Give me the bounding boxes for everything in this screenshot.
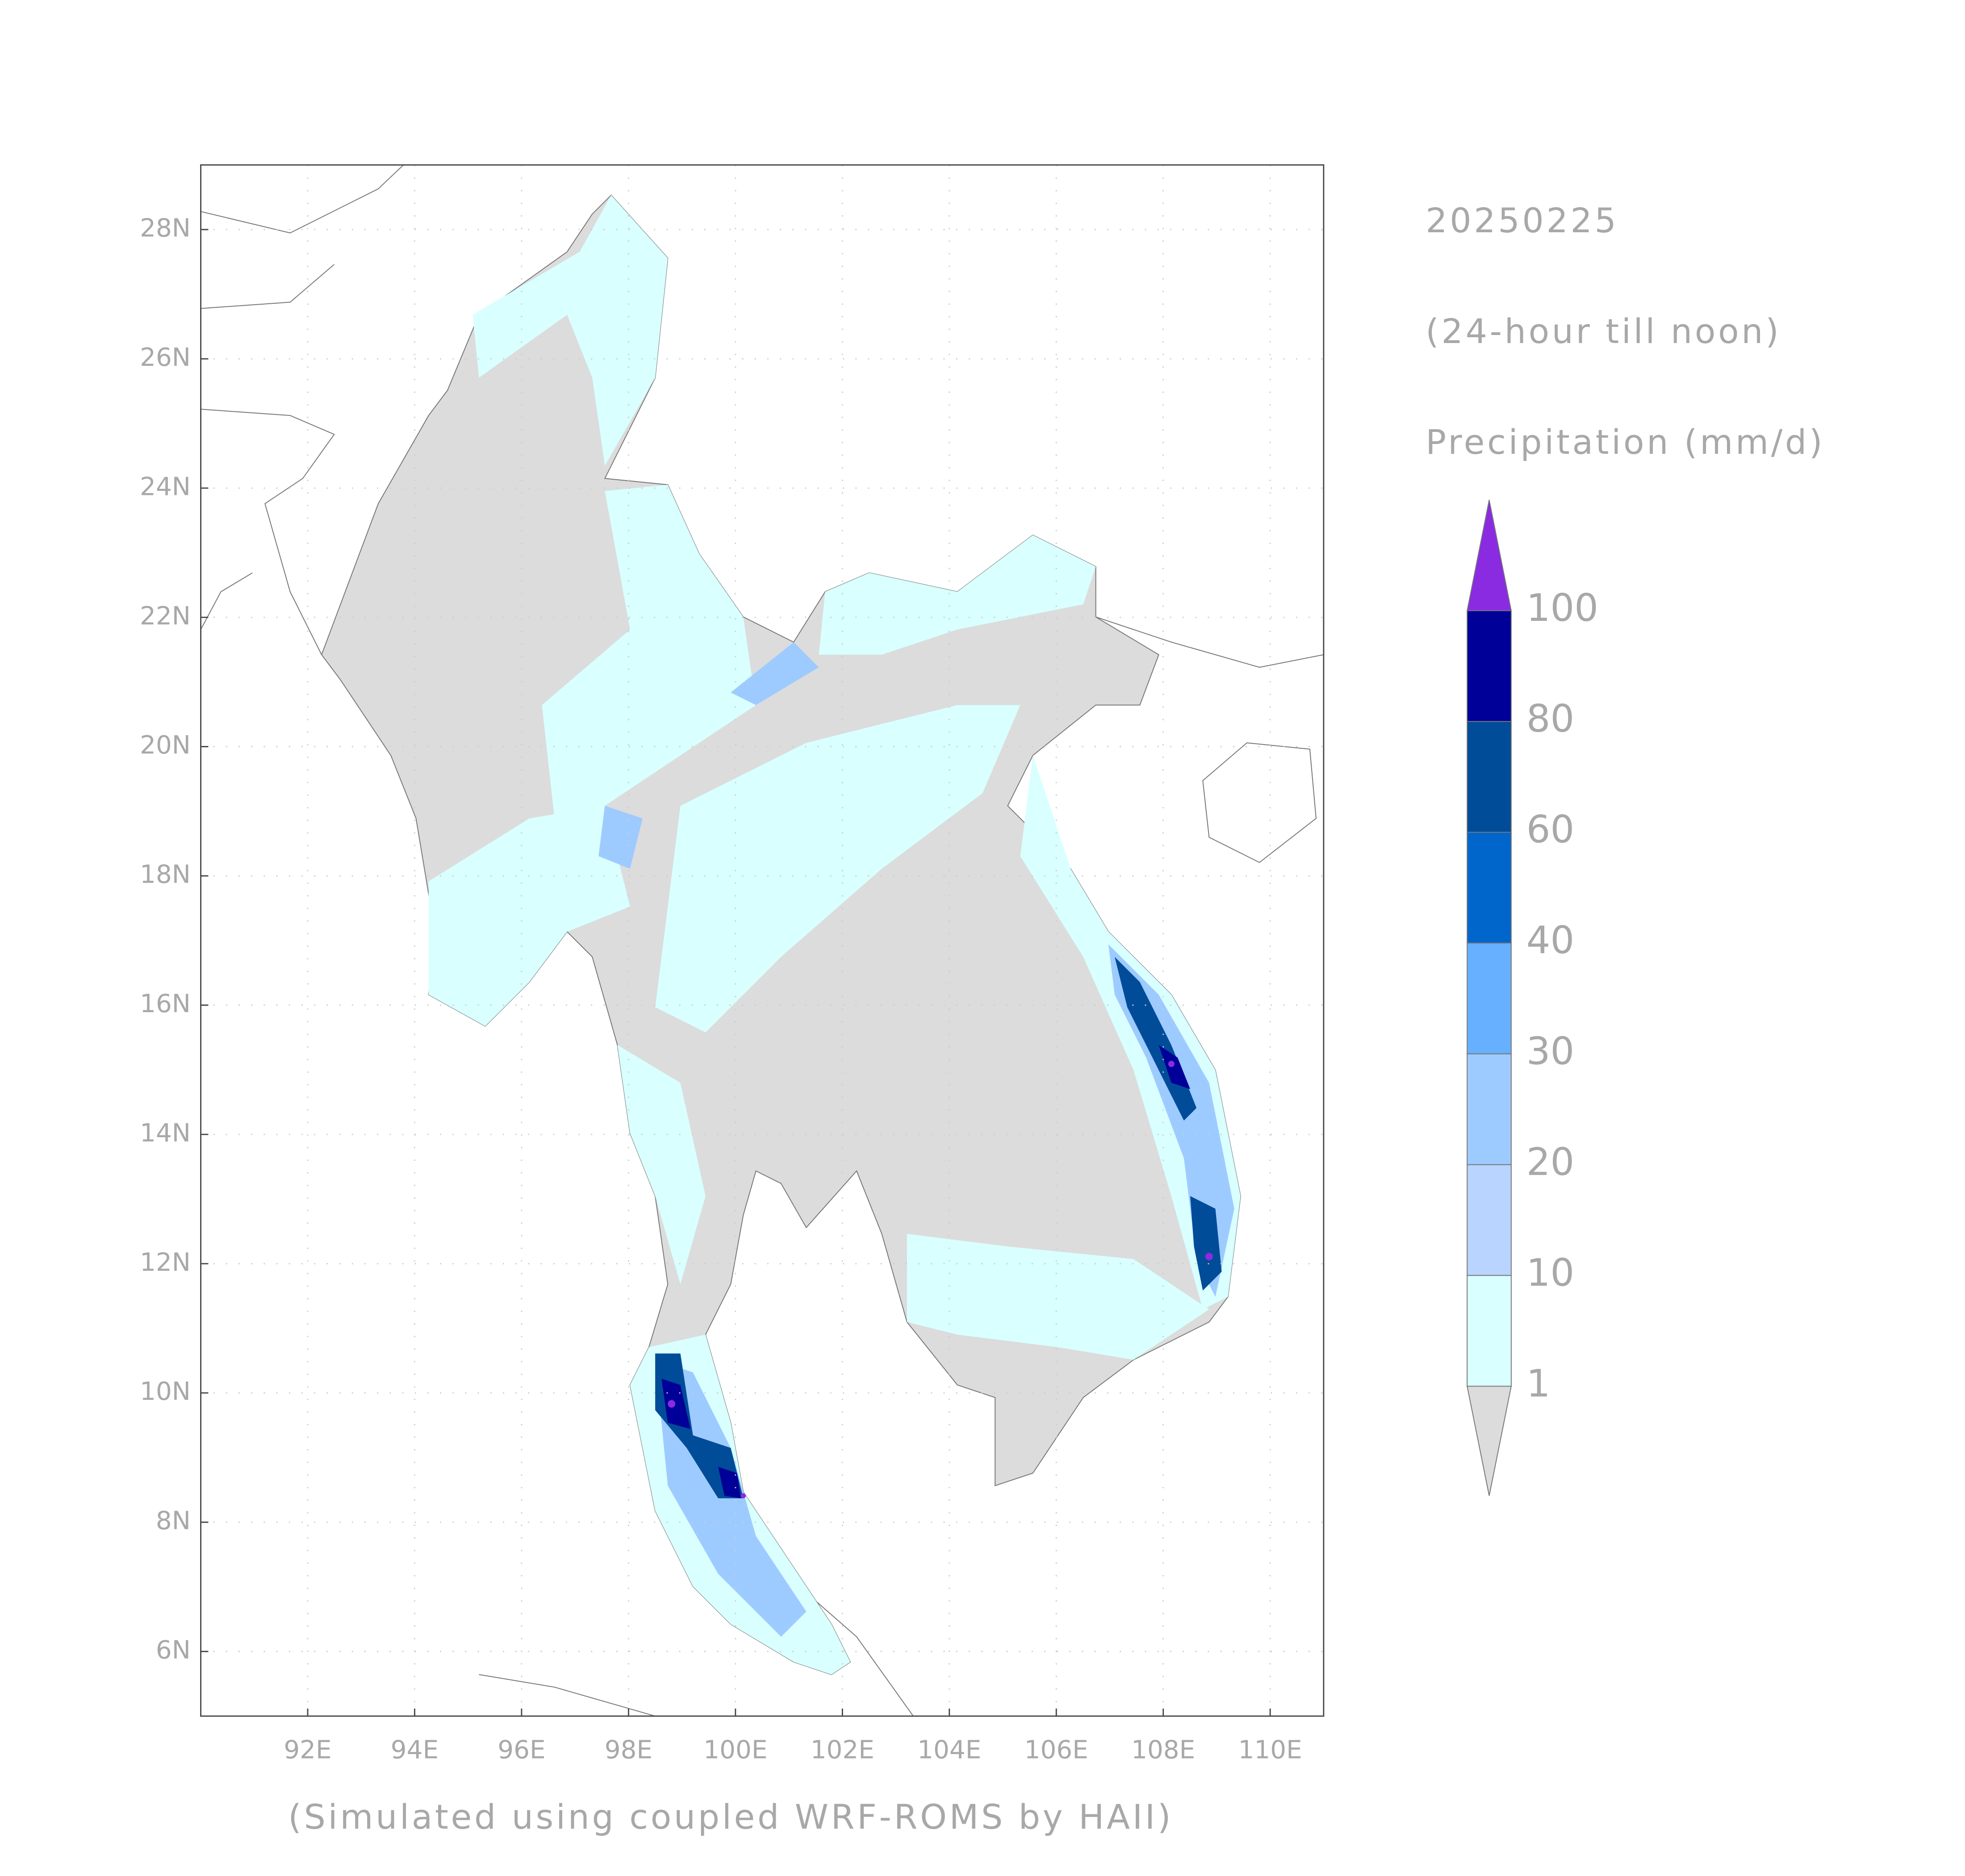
date: 20250225 <box>1426 201 1618 240</box>
precip-extreme <box>668 1060 1213 1499</box>
x-tick-label: 108E <box>1131 1736 1195 1765</box>
colorbar-label: 1 <box>1526 1361 1551 1405</box>
y-tick-label: 12N <box>140 1248 191 1277</box>
y-tick-label: 10N <box>140 1377 191 1406</box>
x-tick-label: 102E <box>811 1736 874 1765</box>
y-tick-label: 20N <box>140 731 191 760</box>
x-tick-label: 104E <box>917 1736 981 1765</box>
colorbar-label: 100 <box>1526 586 1598 630</box>
x-tick-label: 96E <box>498 1736 545 1765</box>
x-tick-label: 98E <box>605 1736 652 1765</box>
y-tick-label: 24N <box>140 472 191 501</box>
colorbar-label: 10 <box>1526 1251 1575 1294</box>
colorbar-segment <box>1467 610 1512 722</box>
colorbar: 1 10 20 30 40 60 80 100 <box>1467 499 1598 1496</box>
grid: 92E 94E 96E 98E 100E 102E 104E 106E 108E 110E 6N 8N… <box>140 165 1324 1765</box>
colorbar-over <box>1467 499 1512 611</box>
colorbar-label: 20 <box>1526 1140 1575 1184</box>
period: (24-hour till noon) <box>1426 311 1781 351</box>
variable: Precipitation (mm/d) <box>1426 422 1825 462</box>
colorbar-segment <box>1467 1275 1512 1387</box>
colorbar-label: 60 <box>1526 808 1575 851</box>
y-tick-label: 26N <box>140 343 191 372</box>
colorbar-label: 40 <box>1526 918 1575 962</box>
x-tick-label: 110E <box>1238 1736 1302 1765</box>
y-tick-label: 28N <box>140 214 191 243</box>
y-tick-label: 16N <box>140 989 191 1018</box>
colorbar-segment <box>1467 1164 1512 1276</box>
map <box>200 164 1324 1717</box>
colorbar-segment <box>1467 1053 1512 1165</box>
x-tick-label: 94E <box>391 1736 439 1765</box>
y-tick-label: 6N <box>156 1636 191 1665</box>
colorbar-segment <box>1467 832 1512 944</box>
x-tick-label: 92E <box>284 1736 331 1765</box>
y-tick-label: 22N <box>140 602 191 631</box>
y-tick-label: 8N <box>156 1507 191 1536</box>
coastline <box>200 164 1324 1717</box>
credit: (Simulated using coupled WRF-ROMS by HAI… <box>288 1797 1173 1837</box>
map-frame <box>200 164 1325 1717</box>
x-tick-label: 106E <box>1024 1736 1088 1765</box>
y-tick-label: 14N <box>140 1118 191 1147</box>
x-tick-label: 100E <box>703 1736 767 1765</box>
y-tick-label: 18N <box>140 860 191 889</box>
colorbar-segment <box>1467 942 1512 1055</box>
colorbar-label: 80 <box>1526 697 1575 741</box>
colorbar-label: 30 <box>1526 1029 1575 1073</box>
colorbar-segment <box>1467 721 1512 833</box>
